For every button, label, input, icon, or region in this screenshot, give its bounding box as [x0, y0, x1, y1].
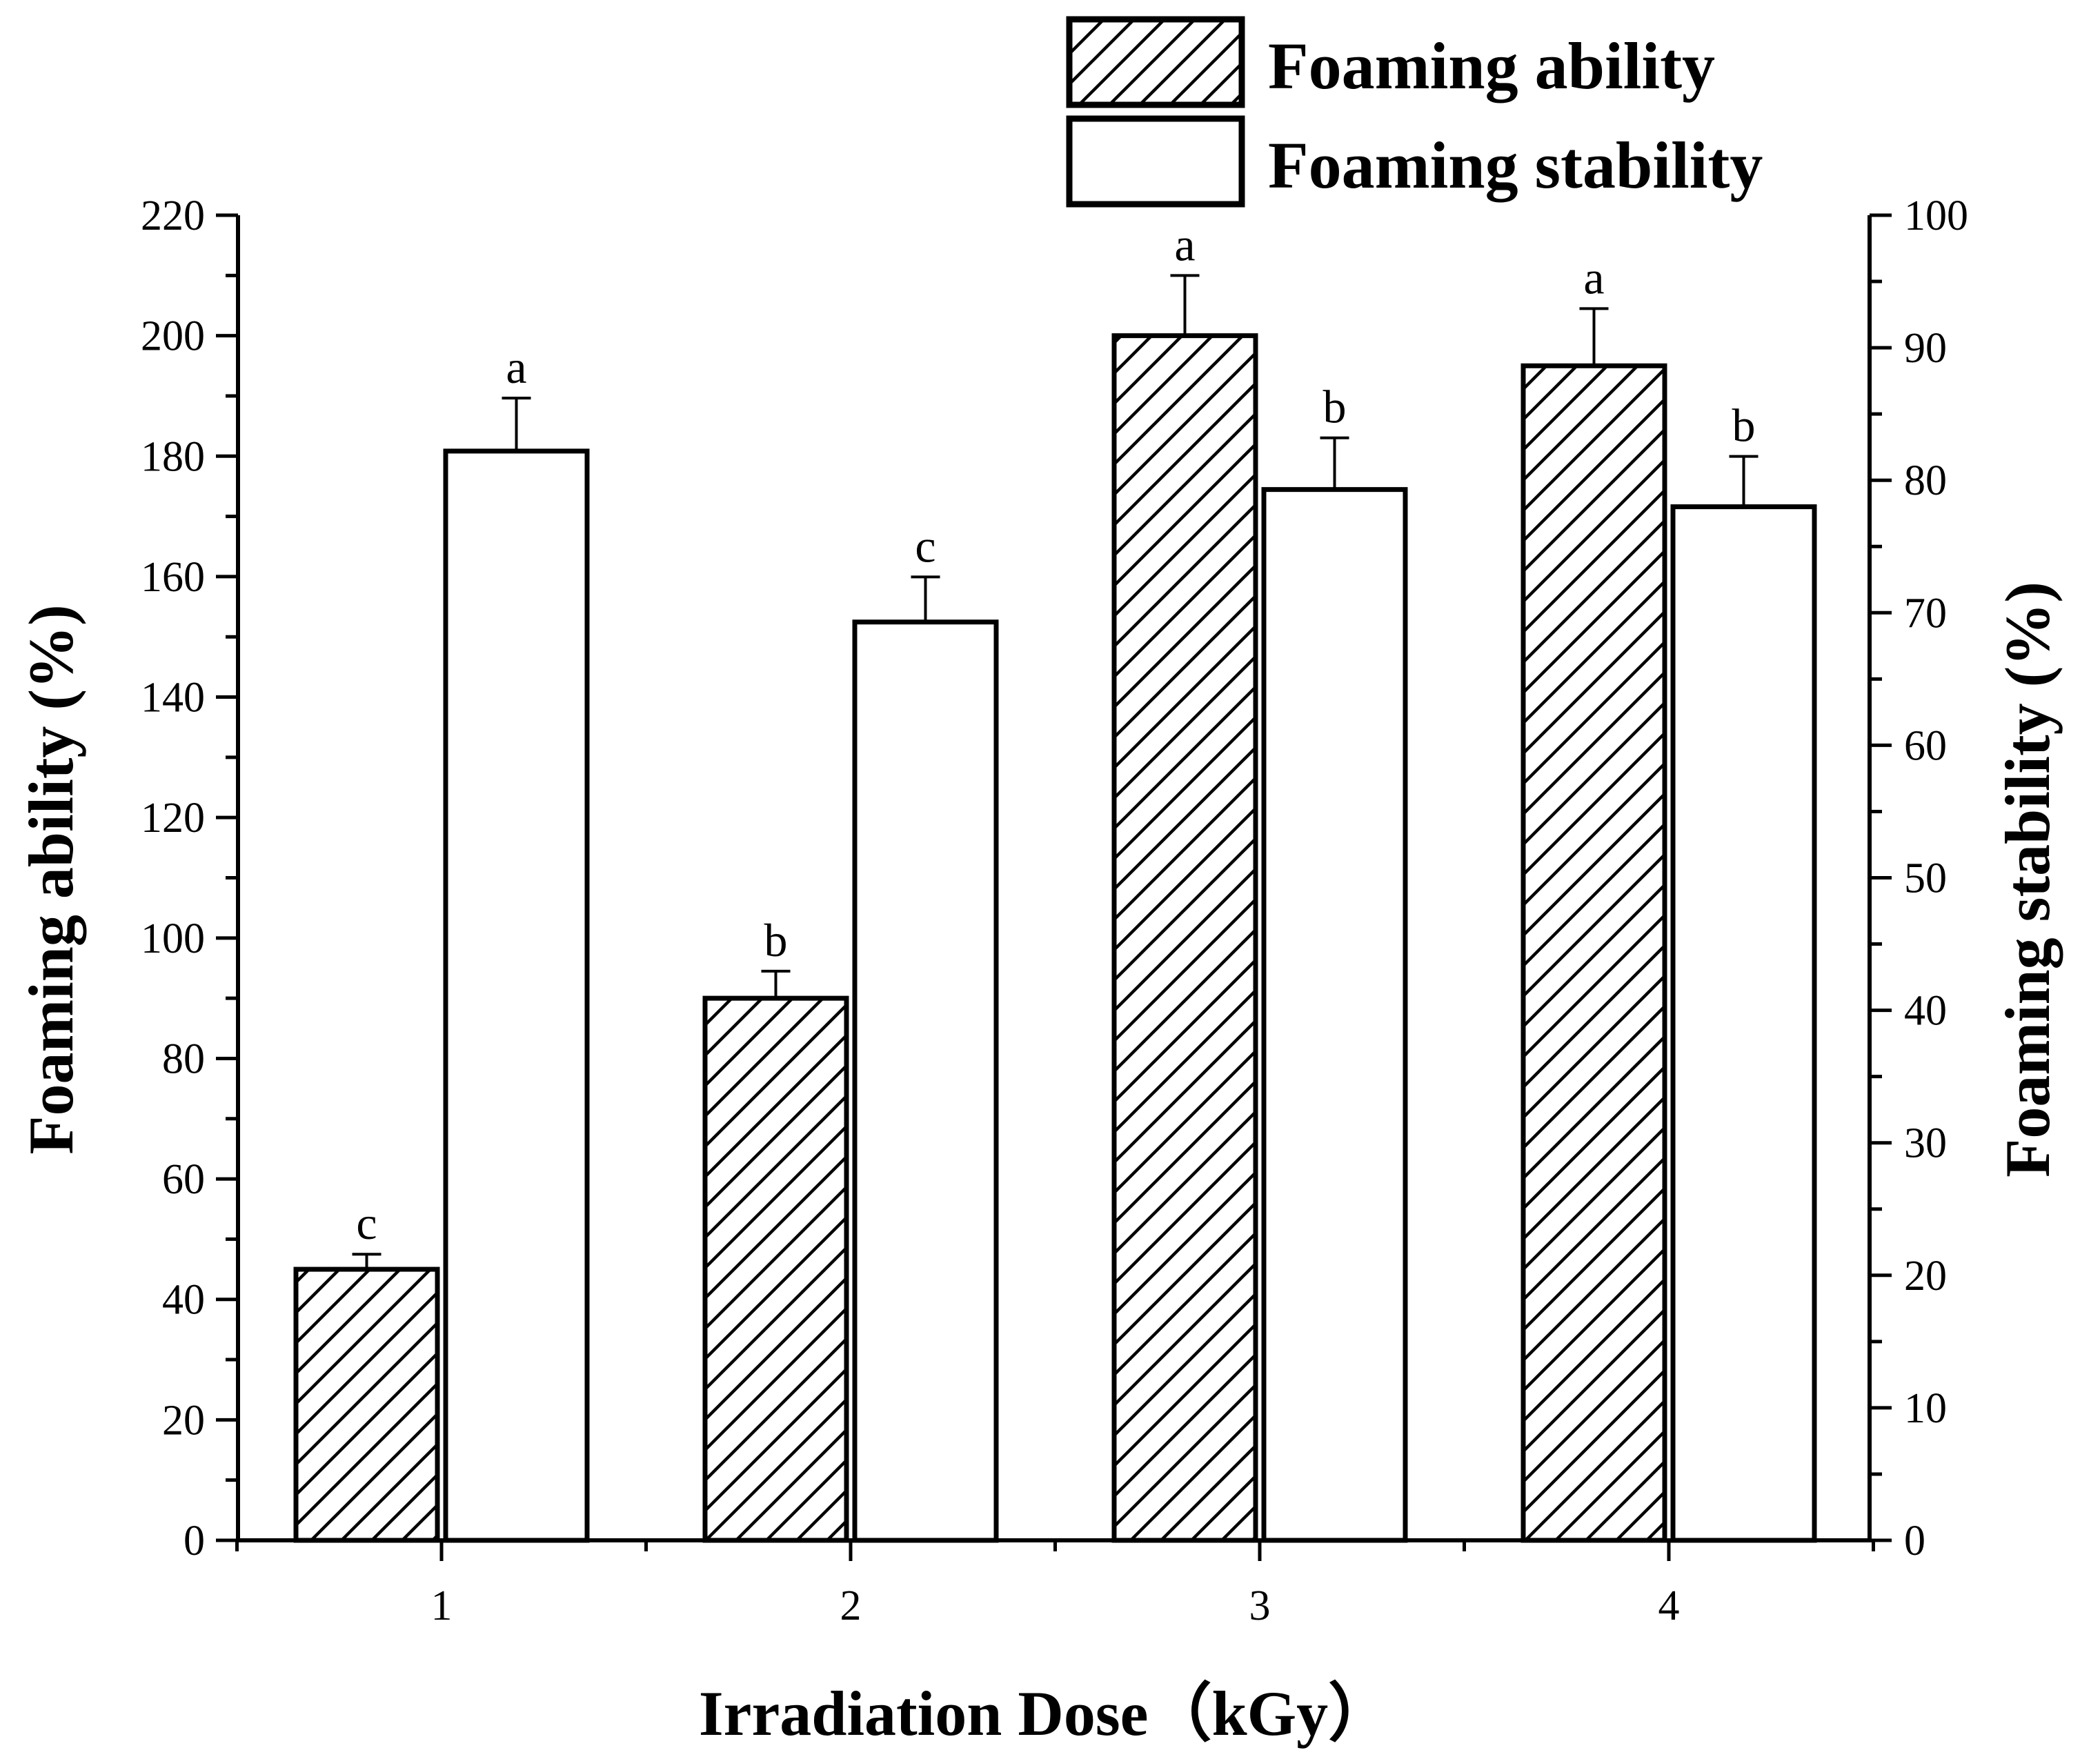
bar-foaming-stability	[1670, 504, 1817, 1543]
bar-foaming-ability	[702, 995, 849, 1543]
bar-foaming-stability	[443, 448, 590, 1543]
y-tick-label-left: 100	[141, 915, 205, 962]
x-tick-label: 2	[840, 1582, 862, 1629]
y-tick-label-left: 220	[141, 192, 205, 239]
x-axis-title: Irradiation Dose（kGy）	[699, 1678, 1391, 1749]
y-tick-label-left: 60	[162, 1156, 205, 1203]
legend: Foaming ability Foaming stability	[1066, 16, 1763, 208]
significance-label-foaming-stability: b	[1323, 381, 1347, 433]
y-tick-label-right: 30	[1904, 1120, 1947, 1167]
y-tick-label-right: 20	[1904, 1253, 1947, 1300]
x-tick-label: 1	[431, 1582, 453, 1629]
y-tick-label-right: 40	[1904, 988, 1947, 1035]
significance-label-foaming-stability: c	[915, 519, 935, 572]
y-tick-label-right: 50	[1904, 855, 1947, 902]
bar-foaming-ability	[1520, 363, 1667, 1543]
legend-swatch-foaming-stability	[1066, 115, 1245, 208]
bars-layer	[293, 274, 1817, 1543]
x-tick-label: 3	[1249, 1582, 1271, 1629]
significance-label-foaming-ability: a	[1583, 251, 1604, 304]
y-tick-label-left: 200	[141, 313, 205, 360]
y-axis-right-title: Foaming stability (%)	[1992, 582, 2063, 1177]
y-tick-label-right: 100	[1904, 192, 1968, 239]
axes-layer	[216, 213, 1892, 1561]
y-tick-label-right: 0	[1904, 1518, 1925, 1564]
legend-label-foaming-ability: Foaming ability	[1268, 29, 1715, 103]
y-axis-left-title: Foaming ability (%)	[16, 604, 86, 1154]
y-tick-label-left: 140	[141, 675, 205, 722]
y-tick-label-right: 70	[1904, 590, 1947, 637]
y-tick-label-right: 10	[1904, 1385, 1947, 1432]
y-tick-label-left: 120	[141, 795, 205, 842]
y-tick-label-right: 80	[1904, 457, 1947, 504]
legend-swatch-foaming-ability	[1066, 16, 1245, 108]
bar-foaming-ability	[1111, 333, 1258, 1543]
bar-foaming-ability	[293, 1266, 440, 1543]
y-tick-label-left: 40	[162, 1277, 205, 1324]
legend-label-foaming-stability: Foaming stability	[1268, 128, 1763, 202]
bar-foaming-stability	[1261, 487, 1408, 1543]
y-tick-label-left: 20	[162, 1397, 205, 1444]
y-tick-label-left: 180	[141, 433, 205, 480]
significance-label-foaming-stability: a	[506, 341, 526, 393]
y-tick-label-right: 60	[1904, 722, 1947, 769]
significance-label-foaming-ability: a	[1174, 218, 1195, 270]
x-tick-label: 4	[1658, 1582, 1680, 1629]
significance-label-foaming-stability: b	[1732, 399, 1756, 452]
y-tick-label-left: 80	[162, 1035, 205, 1082]
significance-label-foaming-ability: b	[764, 914, 788, 966]
significance-label-foaming-ability: c	[356, 1197, 377, 1249]
bar-foaming-stability	[852, 619, 999, 1543]
y-tick-label-right: 90	[1904, 325, 1947, 372]
y-tick-label-left: 0	[184, 1518, 205, 1564]
y-tick-label-left: 160	[141, 554, 205, 601]
